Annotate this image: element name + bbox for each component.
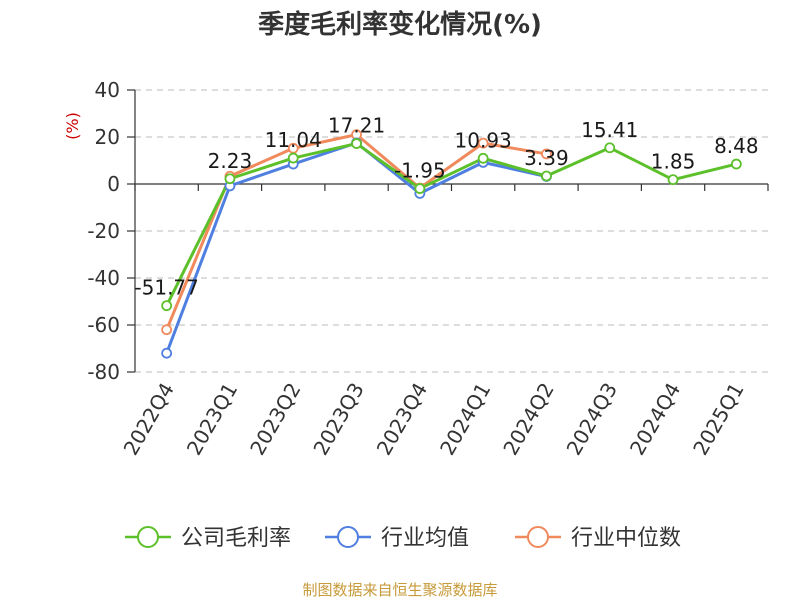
data-point-0 [414,183,426,194]
data-point-1 [161,347,173,359]
data-label: 17.21 [328,114,385,138]
legend-label: 行业均值 [381,526,469,551]
data-point-0 [604,142,616,154]
y-tick-label: 20 [95,125,120,149]
grid-lines [135,89,768,373]
chart-title: 季度毛利率变化情况(%) [258,9,542,40]
y-tick-label: 40 [95,78,120,102]
data-point-2 [541,148,552,160]
x-tick-label: 2023Q1 [182,379,242,460]
x-tick-label: 2023Q2 [245,379,305,460]
data-label: 3.39 [524,146,569,170]
data-label: -51.77 [134,276,198,300]
data-point-0 [161,300,173,312]
data-point-0 [667,174,679,186]
y-axis-label: (%) [63,112,82,140]
y-tick-label: -60 [87,313,120,337]
series-line-0 [165,142,737,307]
data-point-2 [477,137,489,149]
legend-label: 行业中位数 [571,526,681,551]
y-tick-labels: 40 20 0 -20 -40 -60 -80 [87,78,120,384]
data-label: 8.48 [714,134,759,158]
data-label: 15.41 [581,118,638,142]
source-note: 制图数据来自恒生聚源数据库 [302,581,497,599]
data-point-0 [287,152,299,164]
x-tick-label: 2023Q4 [372,379,432,460]
series-line-1 [165,141,547,354]
x-tick-label: 2025Q1 [688,379,748,460]
data-label: 1.85 [651,150,696,174]
x-tick-labels: 2022Q4 2023Q1 2023Q2 2023Q3 2023Q4 2024Q1 2024… [119,379,749,460]
series-points [161,129,742,359]
data-label: 10.93 [455,128,512,152]
y-tick-label: -20 [87,219,120,243]
legend-marker-1 [337,526,359,548]
axes [127,89,769,373]
x-tick-label: 2024Q4 [625,379,685,460]
data-label: 2.23 [208,149,253,173]
legend: 公司毛利率 行业均值 行业中位数 [125,526,681,551]
x-tick-label: 2024Q1 [435,379,495,460]
data-point-0 [351,138,362,149]
y-tick-label: -80 [87,360,120,384]
data-point-0 [224,173,236,185]
legend-label: 公司毛利率 [181,526,291,551]
data-point-2 [161,324,173,336]
data-point-0 [730,158,742,170]
data-label: 11.04 [265,128,322,152]
legend-marker-0 [137,526,159,548]
y-tick-label: 0 [107,172,120,196]
data-point-0 [541,170,552,182]
data-point-0 [477,152,489,164]
data-label: -1.95 [394,159,446,183]
legend-marker-2 [527,526,549,548]
x-tick-label: 2022Q4 [119,379,179,460]
x-tick-label: 2023Q3 [308,379,368,460]
x-tick-label: 2024Q3 [562,379,622,460]
y-tick-label: -40 [87,266,120,290]
x-tick-label: 2024Q2 [498,379,558,460]
